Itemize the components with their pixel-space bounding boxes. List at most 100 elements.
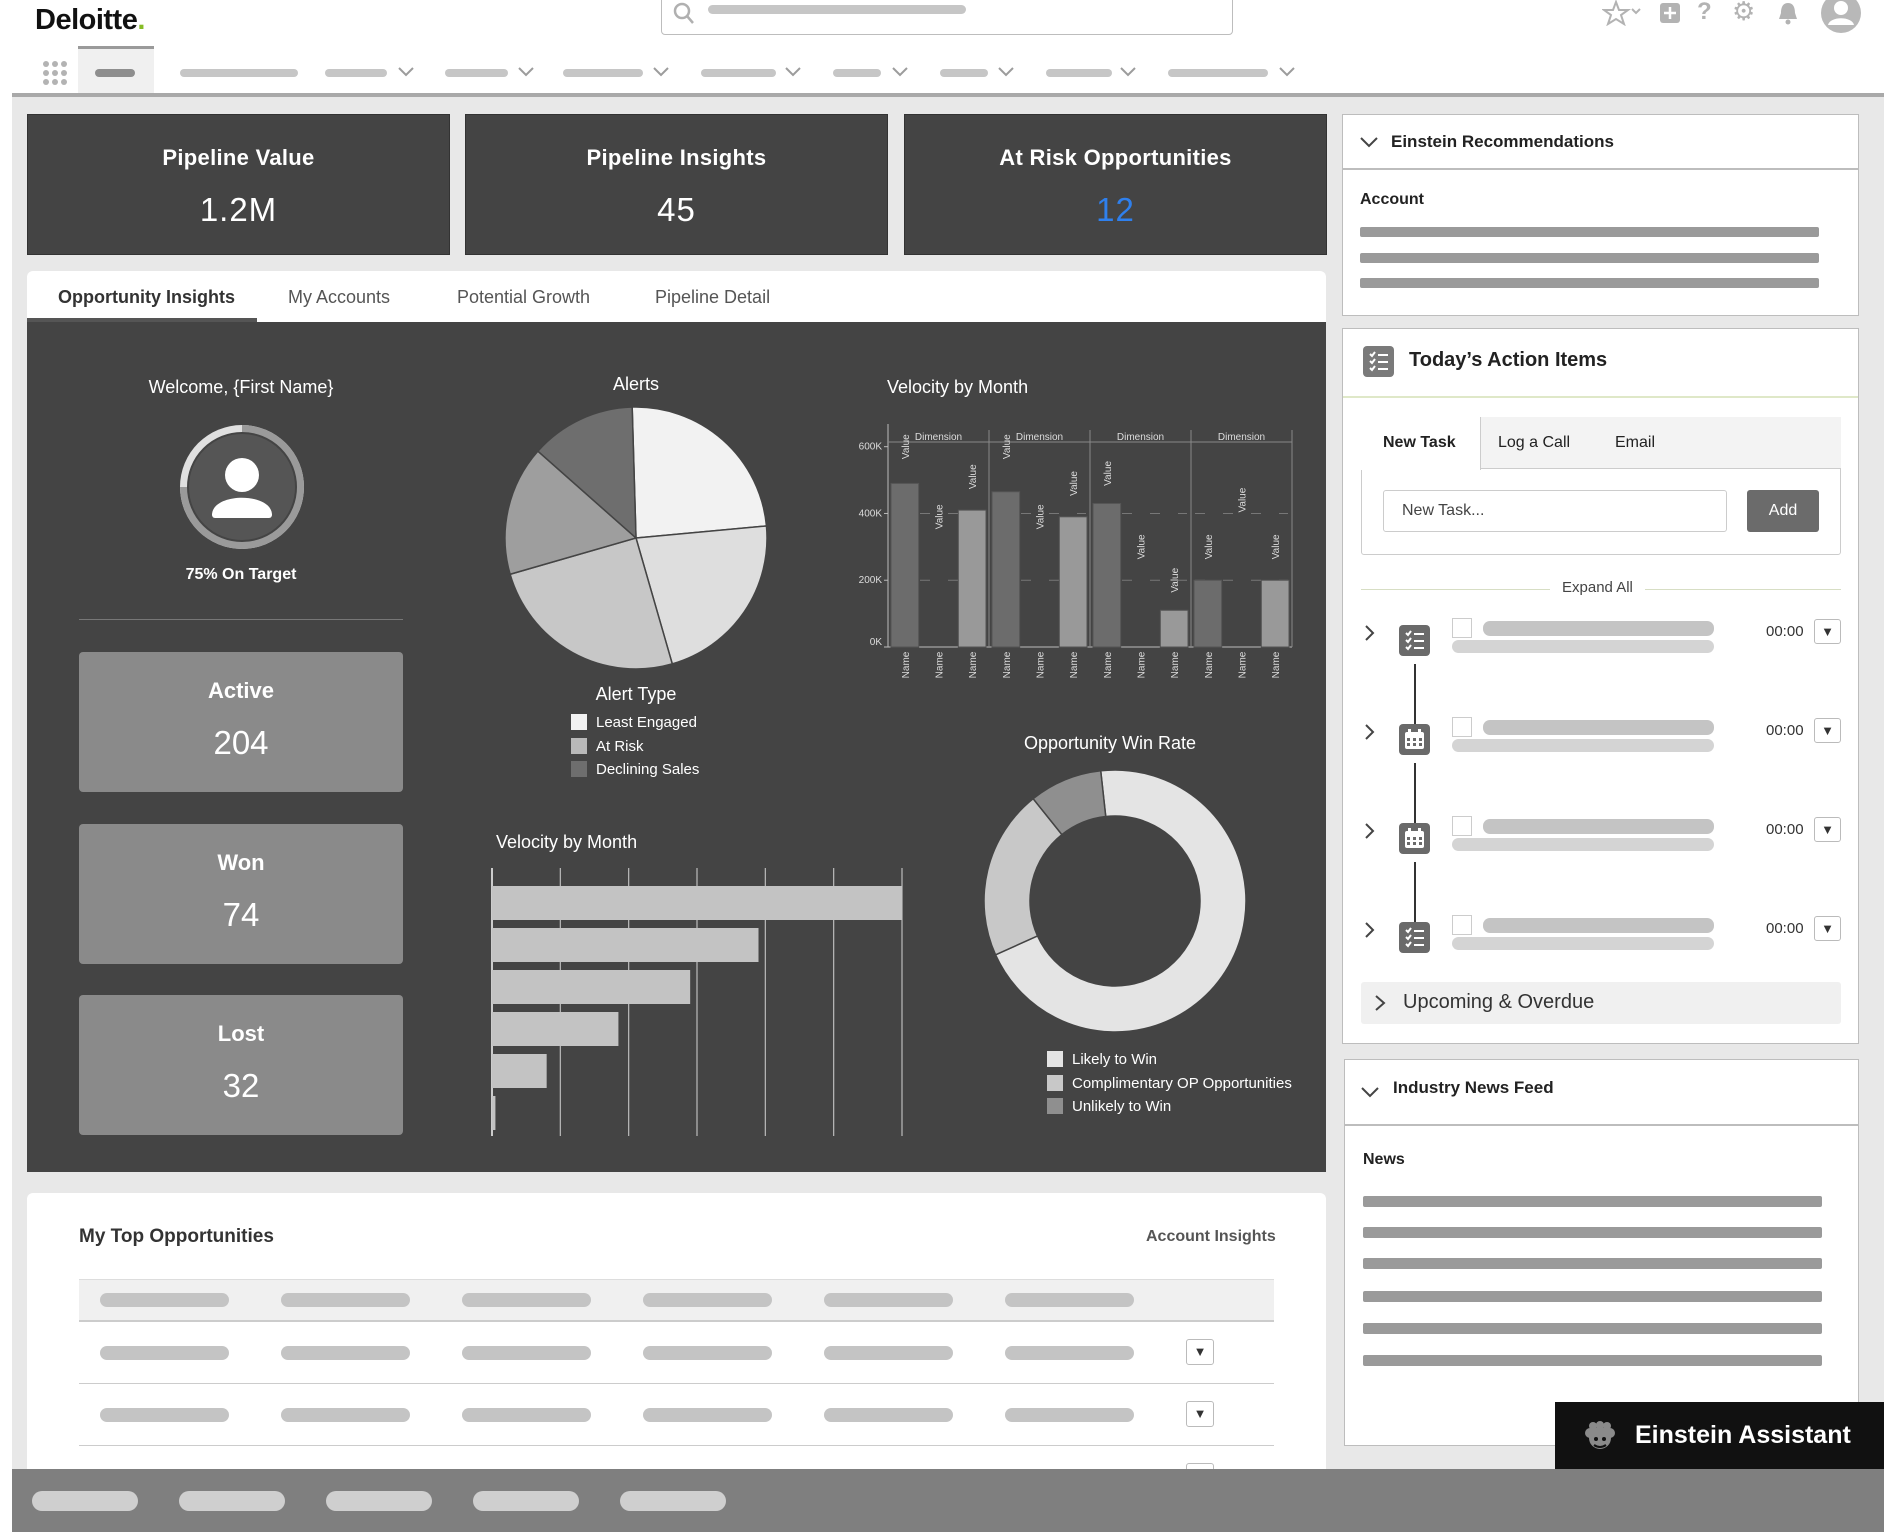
alerts-pie-slice-2[interactable] — [509, 537, 674, 670]
alerts-pie-slice-1[interactable] — [635, 525, 768, 665]
stat-card-won[interactable]: Won 74 — [79, 824, 403, 964]
chevron-right-icon[interactable] — [1363, 723, 1377, 741]
news-line[interactable] — [1363, 1355, 1822, 1366]
nav-item[interactable] — [1168, 69, 1268, 77]
chevron-down-icon[interactable] — [1359, 134, 1379, 150]
row-actions-dropdown[interactable]: ▼ — [1186, 1463, 1214, 1469]
utility-item[interactable] — [326, 1491, 432, 1511]
upcoming-overdue-section[interactable]: Upcoming & Overdue — [1361, 982, 1841, 1024]
hbar-bar[interactable] — [492, 928, 759, 962]
column-header[interactable] — [1005, 1293, 1134, 1307]
star-icon[interactable] — [1602, 0, 1642, 26]
alerts-pie-slice-0[interactable] — [631, 406, 768, 539]
nav-item[interactable] — [325, 69, 387, 77]
nav-item[interactable] — [1046, 69, 1112, 77]
gear-icon[interactable]: ⚙ — [1732, 0, 1756, 26]
velocity-bar[interactable] — [1058, 516, 1088, 648]
news-line[interactable] — [1363, 1258, 1822, 1269]
news-line[interactable] — [1363, 1291, 1822, 1302]
news-line[interactable] — [1363, 1196, 1822, 1207]
task-checkbox[interactable] — [1452, 618, 1472, 638]
table-row[interactable]: ▼ — [79, 1321, 1274, 1383]
alerts-pie-slice-4[interactable] — [536, 406, 637, 540]
table-row[interactable]: ▼ — [79, 1383, 1274, 1445]
tab-new-task[interactable]: New Task — [1383, 434, 1456, 451]
chevron-right-icon[interactable] — [1363, 822, 1377, 840]
nav-item[interactable] — [940, 69, 988, 77]
kpi-pipeline-value[interactable]: Pipeline Value 1.2M — [27, 114, 450, 255]
row-actions-dropdown[interactable]: ▼ — [1186, 1339, 1214, 1365]
column-header[interactable] — [100, 1293, 229, 1307]
task-actions-dropdown[interactable]: ▼ — [1814, 718, 1841, 743]
win-rate-slice-0[interactable] — [994, 769, 1247, 1033]
velocity-bar[interactable] — [957, 509, 987, 648]
task-actions-dropdown[interactable]: ▼ — [1814, 817, 1841, 842]
plus-icon[interactable] — [1659, 2, 1681, 24]
nav-tab-home[interactable] — [78, 46, 154, 93]
velocity-bar[interactable] — [1260, 579, 1290, 648]
task-checkbox[interactable] — [1452, 816, 1472, 836]
nav-item[interactable] — [563, 69, 643, 77]
avatar-icon[interactable] — [1820, 0, 1862, 34]
stat-card-lost[interactable]: Lost 32 — [79, 995, 403, 1135]
column-header[interactable] — [643, 1293, 772, 1307]
hbar-bar[interactable] — [492, 1054, 547, 1088]
app-launcher-icon[interactable] — [42, 60, 68, 86]
hbar-bar[interactable] — [492, 1096, 496, 1130]
account-insights-link[interactable]: Account Insights — [1146, 1228, 1276, 1245]
velocity-hbar-chart[interactable] — [488, 868, 908, 1136]
kpi-pipeline-insights[interactable]: Pipeline Insights 45 — [465, 114, 888, 255]
bell-icon[interactable] — [1777, 1, 1799, 25]
task-actions-dropdown[interactable]: ▼ — [1814, 916, 1841, 941]
win-rate-slice-2[interactable] — [1032, 769, 1107, 836]
utility-item[interactable] — [179, 1491, 285, 1511]
tab-my-accounts[interactable]: My Accounts — [288, 287, 391, 307]
news-line[interactable] — [1363, 1323, 1822, 1334]
expand-all-link[interactable]: Expand All — [1550, 579, 1645, 596]
hbar-bar[interactable] — [492, 970, 691, 1004]
row-actions-dropdown[interactable]: ▼ — [1186, 1401, 1214, 1427]
column-header[interactable] — [462, 1293, 591, 1307]
kpi-at-risk-opportunities[interactable]: At Risk Opportunities 12 — [904, 114, 1327, 255]
task-actions-dropdown[interactable]: ▼ — [1814, 619, 1841, 644]
chevron-right-icon[interactable] — [1363, 624, 1377, 642]
nav-item[interactable] — [445, 69, 508, 77]
column-header[interactable] — [281, 1293, 410, 1307]
utility-item[interactable] — [620, 1491, 726, 1511]
help-icon[interactable]: ? — [1697, 0, 1712, 25]
alerts-pie-chart[interactable] — [502, 404, 770, 672]
hbar-bar[interactable] — [492, 1012, 619, 1046]
tab-opportunity-insights[interactable]: Opportunity Insights — [58, 287, 235, 307]
hbar-bar[interactable] — [492, 886, 902, 920]
nav-item[interactable] — [701, 69, 776, 77]
utility-item[interactable] — [473, 1491, 579, 1511]
new-task-input[interactable]: New Task... — [1383, 490, 1727, 532]
einstein-assistant-button[interactable]: Einstein Assistant — [1555, 1402, 1884, 1469]
column-header[interactable] — [824, 1293, 953, 1307]
add-task-button[interactable]: Add — [1747, 490, 1819, 532]
velocity-bar[interactable] — [1092, 502, 1122, 648]
nav-item[interactable] — [180, 69, 298, 77]
news-line[interactable] — [1363, 1227, 1822, 1238]
nav-item[interactable] — [833, 69, 881, 77]
velocity-bar[interactable] — [1159, 609, 1189, 648]
velocity-bar[interactable] — [991, 491, 1021, 648]
tab-email[interactable]: Email — [1615, 434, 1656, 451]
velocity-bar[interactable] — [890, 482, 920, 648]
stat-card-active[interactable]: Active 204 — [79, 652, 403, 792]
chevron-down-icon[interactable] — [1360, 1084, 1380, 1100]
win-rate-slice-1[interactable] — [983, 797, 1063, 956]
alerts-pie-slice-3[interactable] — [504, 450, 638, 576]
utility-item[interactable] — [32, 1491, 138, 1511]
tab-potential-growth[interactable]: Potential Growth — [457, 287, 591, 307]
chevron-right-icon[interactable] — [1363, 921, 1377, 939]
table-row[interactable]: ▼ — [79, 1445, 1274, 1469]
deloitte-logo[interactable]: Deloitte. — [35, 4, 145, 36]
tab-log-a-call[interactable]: Log a Call — [1498, 434, 1571, 451]
task-checkbox[interactable] — [1452, 915, 1472, 935]
tab-pipeline-detail[interactable]: Pipeline Detail — [655, 287, 771, 307]
win-rate-donut-chart[interactable] — [983, 769, 1247, 1033]
global-search-input[interactable] — [661, 0, 1233, 35]
velocity-bar-chart[interactable]: 0K 200K 400K 600K Dimension Dimension Dimensio… — [838, 414, 1298, 694]
task-checkbox[interactable] — [1452, 717, 1472, 737]
